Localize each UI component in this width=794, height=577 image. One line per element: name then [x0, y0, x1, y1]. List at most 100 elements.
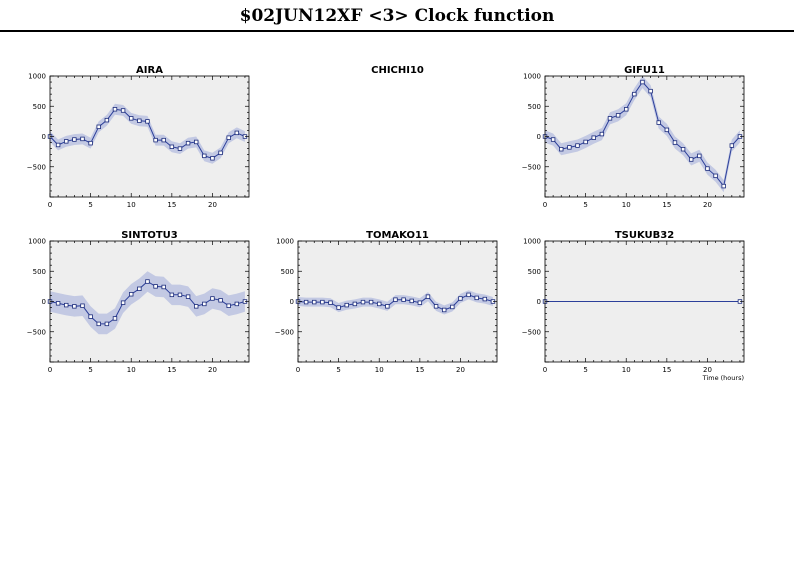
data-point	[672, 140, 678, 145]
x-tick-label: 20	[703, 201, 712, 209]
data-point	[713, 173, 718, 179]
chart-panel: SINTOTU3 0 5 10 15 20 −500 0 500 1000	[27, 230, 250, 374]
y-tick-label: 500	[33, 103, 46, 111]
x-tick-label: 20	[208, 201, 217, 209]
data-point	[344, 302, 349, 308]
x-tick-label: 0	[48, 201, 52, 209]
x-tick-label: 15	[662, 201, 671, 209]
data-point	[393, 297, 398, 302]
y-tick-label: 500	[528, 268, 541, 276]
data-point	[129, 292, 134, 297]
y-tick-label: 1000	[28, 238, 46, 246]
data-point	[352, 301, 358, 307]
data-point	[360, 299, 366, 305]
y-tick-label: 0	[290, 298, 294, 306]
data-point	[96, 124, 101, 130]
x-tick-label: 0	[543, 366, 547, 374]
page-title: $02JUN12XF <3> Clock function	[239, 6, 555, 26]
y-tick-label: 0	[42, 298, 46, 306]
data-point	[336, 305, 341, 310]
data-point	[185, 140, 191, 146]
y-tick-label: −500	[522, 328, 541, 336]
data-point	[680, 147, 686, 152]
data-point	[202, 301, 207, 307]
y-tick-label: 1000	[276, 238, 294, 246]
x-tick-label: 10	[127, 201, 136, 209]
data-point	[169, 292, 175, 298]
data-point	[401, 297, 406, 302]
data-point	[442, 307, 447, 313]
data-point	[567, 145, 572, 150]
data-point	[583, 139, 588, 145]
x-tick-label: 5	[88, 366, 92, 374]
data-point	[55, 301, 61, 306]
data-point	[368, 299, 374, 305]
data-point	[153, 137, 158, 143]
data-point	[72, 137, 77, 142]
data-point	[320, 299, 325, 305]
data-point	[161, 284, 166, 290]
data-point	[377, 301, 382, 307]
y-tick-label: 1000	[28, 73, 46, 81]
y-tick-label: 0	[42, 133, 46, 141]
data-point	[64, 139, 69, 144]
x-tick-label: 20	[703, 366, 712, 374]
data-point	[599, 131, 605, 137]
data-point	[450, 304, 455, 310]
y-tick-label: 500	[528, 103, 541, 111]
data-point	[409, 298, 414, 304]
data-point	[474, 295, 479, 301]
data-point	[177, 146, 183, 151]
chart-title: CHICHI10	[371, 65, 424, 76]
data-point	[226, 135, 231, 140]
data-point	[615, 113, 621, 118]
data-point	[575, 143, 580, 148]
data-point	[210, 296, 215, 301]
x-axis-label: Time (hours)	[702, 374, 744, 382]
data-point	[55, 142, 61, 148]
y-tick-label: 1000	[523, 238, 541, 246]
data-point	[234, 130, 240, 136]
x-tick-label: 5	[88, 201, 92, 209]
x-tick-label: 5	[583, 366, 587, 374]
y-tick-label: 1000	[523, 73, 541, 81]
data-point	[640, 79, 645, 85]
chart-title: TSUKUB32	[615, 230, 674, 241]
data-point	[145, 119, 150, 124]
chart-title: SINTOTU3	[121, 230, 178, 241]
data-point	[218, 298, 223, 303]
data-point	[72, 304, 77, 309]
data-point	[458, 296, 463, 301]
data-point	[153, 284, 158, 289]
x-tick-label: 10	[622, 201, 631, 209]
data-point	[202, 153, 207, 159]
data-point	[88, 140, 93, 146]
data-point	[234, 301, 240, 307]
y-tick-label: 0	[537, 298, 541, 306]
data-point	[88, 314, 93, 319]
data-point	[466, 292, 471, 298]
error-band	[50, 271, 245, 335]
data-point	[80, 136, 85, 142]
data-point	[607, 116, 613, 121]
data-point	[425, 294, 431, 299]
data-point	[591, 135, 596, 140]
x-tick-label: 10	[375, 366, 384, 374]
x-tick-label: 20	[456, 366, 465, 374]
data-point	[632, 91, 637, 97]
chart-title: GIFU11	[624, 65, 665, 76]
data-point	[624, 107, 629, 112]
data-point	[433, 304, 439, 309]
data-point	[210, 156, 215, 161]
y-tick-label: −500	[522, 163, 541, 171]
data-point	[112, 107, 118, 112]
data-point	[218, 150, 223, 156]
data-point	[104, 117, 110, 123]
data-point	[112, 316, 118, 321]
data-point	[104, 321, 110, 327]
chart-title: TOMAKO11	[366, 230, 429, 241]
chart-panel: AIRA 0 5 10 15 20 −500 0 500 1000	[27, 65, 250, 209]
data-point	[161, 137, 166, 143]
data-point	[145, 279, 150, 284]
